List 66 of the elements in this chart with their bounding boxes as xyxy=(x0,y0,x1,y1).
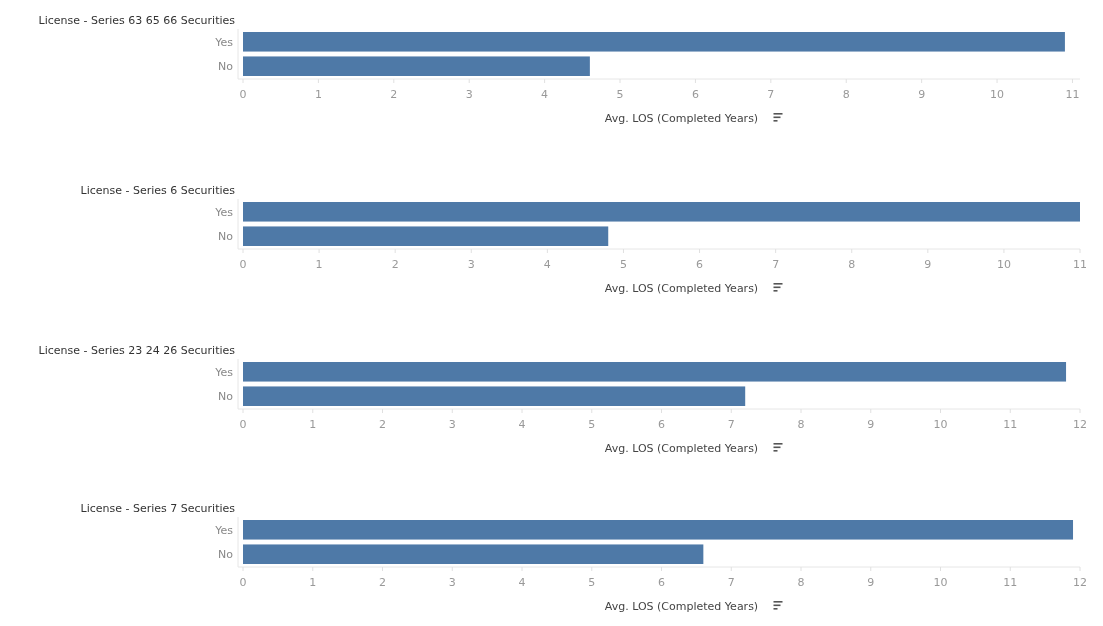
x-tick-label: 2 xyxy=(390,88,398,101)
x-tick-label: 4 xyxy=(541,88,549,101)
y-tick-label: No xyxy=(218,230,234,244)
x-tick-label: 9 xyxy=(918,88,926,101)
x-tick-label: 3 xyxy=(448,418,456,431)
x-tick-label: 0 xyxy=(239,258,247,271)
x-tick-label: 1 xyxy=(309,576,317,589)
x-tick-label: 5 xyxy=(616,88,624,101)
x-axis-title: Avg. LOS (Completed Years) xyxy=(604,282,759,295)
x-tick-label: 4 xyxy=(518,418,526,431)
x-tick-label: 2 xyxy=(379,418,386,431)
x-tick-label: 10 xyxy=(996,258,1011,271)
x-tick-label: 2 xyxy=(379,576,386,589)
x-tick-label: 5 xyxy=(619,258,627,271)
x-tick-label: 4 xyxy=(543,258,551,271)
x-tick-label: 0 xyxy=(239,418,247,431)
x-tick-label: 6 xyxy=(696,258,704,271)
x-tick-label: 10 xyxy=(990,88,1005,101)
x-axis-title: Avg. LOS (Completed Years) xyxy=(604,442,759,455)
x-tick-label: 5 xyxy=(588,576,596,589)
x-tick-label: 9 xyxy=(867,576,875,589)
text: License - Series 63 65 66 Securities xyxy=(38,14,236,27)
x-tick-label: 7 xyxy=(772,258,780,271)
y-tick-label: Yes xyxy=(214,35,234,49)
x-axis-title: Avg. LOS (Completed Years) xyxy=(604,112,759,125)
y-tick-label: Yes xyxy=(214,365,234,379)
text: License - Series 23 24 26 Securities xyxy=(38,344,236,357)
x-tick-label: 7 xyxy=(727,418,735,431)
x-tick-label: 0 xyxy=(239,576,247,589)
x-axis-title: Avg. LOS (Completed Years) xyxy=(604,600,759,613)
x-tick-label: 3 xyxy=(448,576,456,589)
y-tick-label: Yes xyxy=(214,523,234,537)
x-tick-label: 6 xyxy=(691,88,699,101)
x-tick-label: 2 xyxy=(391,258,399,271)
x-tick-label: 6 xyxy=(658,418,665,431)
y-tick-label: Yes xyxy=(214,205,234,219)
x-tick-label: 12 xyxy=(1073,418,1087,431)
x-tick-label: 6 xyxy=(658,576,665,589)
x-tick-label: 1 xyxy=(309,418,317,431)
x-tick-label: 11 xyxy=(1003,418,1018,431)
y-tick-label: No xyxy=(218,60,234,74)
x-tick-label: 9 xyxy=(867,418,875,431)
x-tick-label: 11 xyxy=(1003,576,1018,589)
x-tick-label: 5 xyxy=(588,418,596,431)
x-tick-label: 8 xyxy=(848,258,856,271)
x-tick-label: 7 xyxy=(767,88,775,101)
chart-title: License - Series 7 Securities xyxy=(80,502,236,515)
x-tick-label: 11 xyxy=(1073,258,1087,271)
chart-title: License - Series 6 Securities xyxy=(80,184,236,197)
x-tick-label: 3 xyxy=(467,258,475,271)
x-tick-label: 0 xyxy=(239,88,247,101)
x-tick-label: 8 xyxy=(797,576,805,589)
x-tick-label: 4 xyxy=(518,576,526,589)
x-tick-label: 8 xyxy=(842,88,850,101)
x-tick-label: 11 xyxy=(1065,88,1080,101)
x-tick-label: 7 xyxy=(727,576,735,589)
x-tick-label: 12 xyxy=(1073,576,1087,589)
x-tick-label: 3 xyxy=(465,88,473,101)
x-tick-label: 1 xyxy=(314,88,322,101)
x-tick-label: 8 xyxy=(797,418,805,431)
x-tick-label: 10 xyxy=(933,418,948,431)
y-tick-label: No xyxy=(218,548,234,562)
y-tick-label: No xyxy=(218,390,234,404)
x-tick-label: 1 xyxy=(315,258,323,271)
x-tick-label: 10 xyxy=(933,576,948,589)
x-tick-label: 9 xyxy=(924,258,932,271)
